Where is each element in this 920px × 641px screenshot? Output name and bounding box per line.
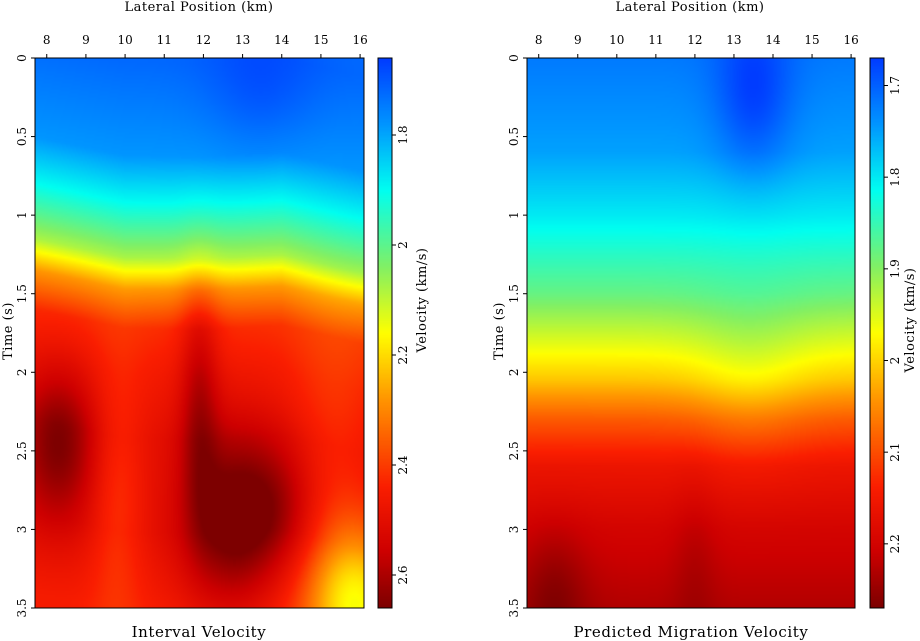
colorbar-ticks: 1.7 1.8 1.9 2 2.1 2.2 (884, 76, 902, 553)
predicted-migration-velocity-panel: Lateral Position (km) 8 9 10 11 12 13 14 15 16 0… (492, 0, 918, 641)
colorbar-frame (377, 57, 393, 609)
y-tick-label: 1 (507, 211, 521, 219)
x-tick-label: 13 (235, 33, 250, 47)
colorbar-tick-label: 2.6 (396, 565, 410, 584)
plot-frame (526, 57, 856, 609)
colorbar-tick-label: 2 (888, 357, 902, 365)
colorbar-tick-label: 2.2 (396, 345, 410, 364)
colorbar-tick-label: 2.1 (888, 443, 902, 462)
x-tick-label: 10 (609, 33, 624, 47)
colorbar-tick-label: 2 (396, 241, 410, 249)
x-tick-label: 14 (274, 33, 290, 47)
x-axis-label: Lateral Position (km) (616, 0, 765, 15)
x-tick-label: 15 (804, 33, 819, 47)
x-tick-label: 15 (313, 33, 328, 47)
colorbar (378, 58, 392, 608)
velocity-heatmap (35, 58, 364, 608)
x-tick-label: 11 (157, 33, 172, 47)
y-tick-label: 0 (507, 54, 521, 62)
x-tick-label: 10 (117, 33, 132, 47)
y-tick-label: 3 (15, 526, 29, 534)
y-tick-label: 3.5 (507, 598, 521, 617)
y-axis-label: Time (s) (1, 302, 16, 360)
y-tick-label: 0 (15, 54, 29, 62)
colorbar-tick-label: 1.7 (888, 76, 902, 95)
x-tick-label: 14 (765, 33, 781, 47)
colorbar (870, 58, 884, 608)
y-tick-label: 0.5 (507, 127, 521, 146)
y-tick-label: 3.5 (15, 598, 29, 617)
colorbar-label: Velocity (km/s) (903, 268, 918, 374)
y-tick-label: 0.5 (15, 127, 29, 146)
x-tick-label: 12 (196, 33, 211, 47)
x-ticks: 8 9 10 11 12 13 14 15 16 (535, 33, 859, 58)
x-tick-label: 8 (43, 33, 51, 47)
plot-frame (34, 57, 365, 609)
y-tick-label: 1.5 (15, 284, 29, 303)
x-axis-label: Lateral Position (km) (125, 0, 274, 15)
y-tick-label: 2.5 (15, 441, 29, 460)
panel-caption: Interval Velocity (132, 623, 267, 641)
colorbar-tick-label: 2.2 (888, 534, 902, 553)
colorbar-tick-label: 2.4 (396, 455, 410, 474)
x-tick-label: 9 (574, 33, 582, 47)
interval-velocity-panel: Lateral Position (km) 8 9 10 11 12 13 14 15 16 0… (1, 0, 430, 641)
colorbar-frame (869, 57, 885, 609)
y-ticks: 0 0.5 1 1.5 2 2.5 3 3.5 (507, 54, 527, 618)
colorbar-tick-label: 1.8 (888, 168, 902, 187)
x-tick-label: 12 (687, 33, 702, 47)
colorbar-tick-label: 1.8 (396, 125, 410, 144)
x-tick-label: 16 (352, 33, 367, 47)
y-tick-label: 1 (15, 211, 29, 219)
x-tick-label: 9 (82, 33, 90, 47)
x-tick-label: 13 (726, 33, 741, 47)
x-tick-label: 16 (843, 33, 858, 47)
colorbar-ticks: 1.8 2 2.2 2.4 2.6 (392, 125, 410, 585)
velocity-heatmap (527, 58, 855, 608)
colorbar-tick-label: 1.9 (888, 259, 902, 278)
y-ticks: 0 0.5 1 1.5 2 2.5 3 3.5 (15, 54, 35, 618)
panel-caption: Predicted Migration Velocity (573, 623, 808, 641)
y-tick-label: 2.5 (507, 441, 521, 460)
y-tick-label: 1.5 (507, 284, 521, 303)
y-tick-label: 2 (15, 368, 29, 376)
y-axis-label: Time (s) (492, 302, 507, 360)
x-ticks: 8 9 10 11 12 13 14 15 16 (43, 33, 368, 58)
x-tick-label: 8 (535, 33, 543, 47)
y-tick-label: 3 (507, 526, 521, 534)
x-tick-label: 11 (648, 33, 663, 47)
colorbar-label: Velocity (km/s) (415, 248, 430, 354)
y-tick-label: 2 (507, 368, 521, 376)
